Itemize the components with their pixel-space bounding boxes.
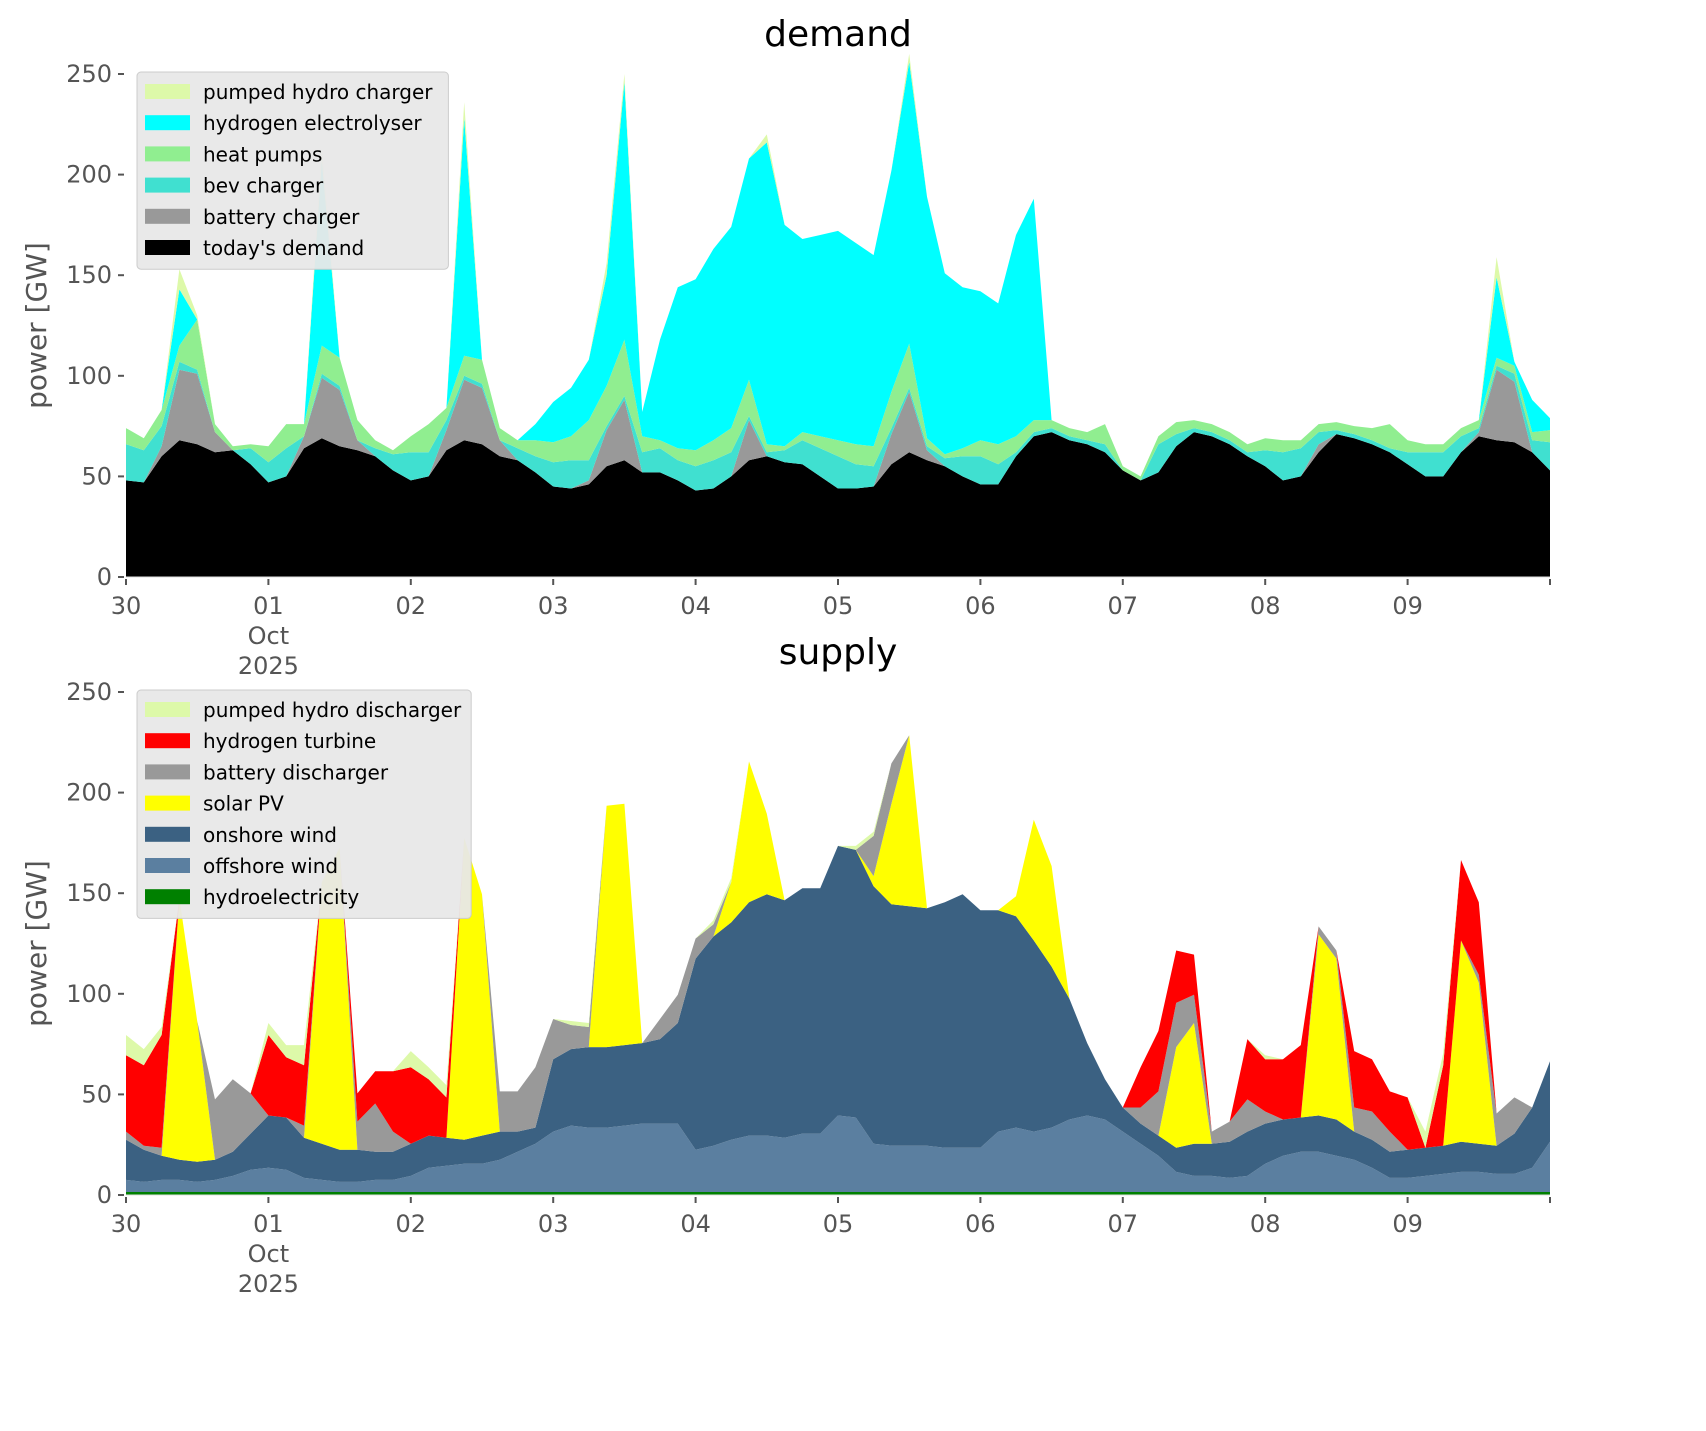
legend-label: offshore wind [203,854,338,878]
area-hydrogen-turbine [126,735,1550,1150]
legend-label: hydrogen electrolyser [203,111,422,135]
stacked-areas [126,53,1550,577]
chart-title: supply [779,632,898,673]
legend-label: hydroelectricity [203,885,359,909]
area-onshore-wind [126,845,1550,1182]
x-tick-label: 05 [823,1210,854,1238]
y-tick-label: 0 [97,563,112,591]
legend: pumped hydro charger hydrogen electrolyse… [136,71,449,270]
x-tick-sublabel: Oct [248,1240,290,1268]
x-tick-label: 02 [396,1210,427,1238]
legend-swatch [145,733,190,749]
area-heat-pumps [126,319,1550,481]
legend-item-hydroelectricity: hydroelectricity [145,885,359,909]
y-tick-label: 150 [66,261,112,289]
y-axis-label: power [GW] [20,860,53,1027]
area-battery-charger [126,369,1550,491]
legend: pumped hydro discharger hydrogen turbine b… [136,689,472,919]
x-tick-label: 03 [538,1210,569,1238]
y-tick-label: 250 [66,60,112,88]
legend-label: pumped hydro charger [203,80,433,104]
x-tick-label: 02 [396,592,427,620]
x-tick-label: 01 [253,592,284,620]
legend-label: heat pumps [203,142,322,166]
legend-swatch [145,208,190,224]
y-tick-label: 150 [66,879,112,907]
legend-label: hydrogen turbine [203,729,376,753]
legend-item-hydrogen-electrolyser: hydrogen electrolyser [145,111,422,135]
legend-item-today-s-demand: today's demand [145,236,364,260]
y-tick-label: 50 [81,1080,112,1108]
legend-swatch [145,240,190,255]
x-tick-label: 06 [965,1210,996,1238]
x-tick-label: 09 [1392,1210,1423,1238]
area-offshore-wind [126,1115,1550,1192]
y-tick-label: 100 [66,980,112,1008]
legend-swatch [145,826,190,842]
x-tick-label: 08 [1250,1210,1281,1238]
chart-title: demand [764,14,912,55]
y-tick-label: 200 [66,779,112,807]
x-tick-label: 01 [253,1210,284,1238]
y-tick-label: 250 [66,678,112,706]
x-tick-sublabel: 2025 [238,652,299,680]
stacked-areas [126,735,1550,1195]
legend-item-pumped-hydro-discharger: pumped hydro discharger [145,698,462,722]
legend-item-battery-discharger: battery discharger [145,760,389,784]
legend-label: solar PV [203,792,284,816]
y-tick-label: 100 [66,362,112,390]
legend-item-pumped-hydro-charger: pumped hydro charger [145,80,433,104]
legend-swatch [145,702,190,717]
x-tick-label: 03 [538,592,569,620]
legend-item-hydrogen-turbine: hydrogen turbine [145,729,376,753]
legend-swatch [145,146,190,162]
legend-swatch [145,764,190,780]
x-tick-label: 09 [1392,592,1423,620]
x-tick-label: 07 [1108,592,1139,620]
area-hydrogen-electrolyser [126,61,1550,477]
x-tick-sublabel: Oct [248,622,290,650]
x-tick-label: 04 [680,592,711,620]
legend-box [136,689,472,919]
y-tick-label: 50 [81,462,112,490]
x-tick-sublabel: 2025 [238,1270,299,1298]
x-tick-label: 30 [111,1210,142,1238]
area-today-s-demand [126,432,1550,577]
x-tick-label: 05 [823,592,854,620]
legend-swatch [145,177,190,193]
legend-label: pumped hydro discharger [203,698,462,722]
legend-swatch [145,889,190,905]
legend-item-offshore-wind: offshore wind [145,854,338,878]
legend-item-onshore-wind: onshore wind [145,823,337,847]
legend-item-solar-pv: solar PV [145,792,284,816]
legend-swatch [145,795,190,811]
y-tick-label: 0 [97,1181,112,1209]
x-tick-label: 30 [111,592,142,620]
legend-item-bev-charger: bev charger [145,174,324,198]
area-solar-pv [126,735,1550,1162]
legend-label: battery charger [203,205,360,229]
legend-label: battery discharger [203,760,389,784]
x-tick-label: 08 [1250,592,1281,620]
legend-label: bev charger [203,174,324,198]
y-axis-label: power [GW] [20,242,53,409]
x-tick-label: 06 [965,592,996,620]
area-hydroelectricity [126,1192,1550,1195]
y-tick-label: 200 [66,161,112,189]
area-bev-charger [126,361,1550,491]
x-tick-label: 04 [680,1210,711,1238]
legend-item-heat-pumps: heat pumps [145,142,322,166]
legend-box [136,71,449,270]
legend-swatch [145,115,190,131]
legend-swatch [145,858,190,873]
legend-label: today's demand [203,236,364,260]
legend-item-battery-charger: battery charger [145,205,360,229]
legend-label: onshore wind [203,823,337,847]
x-tick-label: 07 [1108,1210,1139,1238]
legend-swatch [145,84,190,99]
